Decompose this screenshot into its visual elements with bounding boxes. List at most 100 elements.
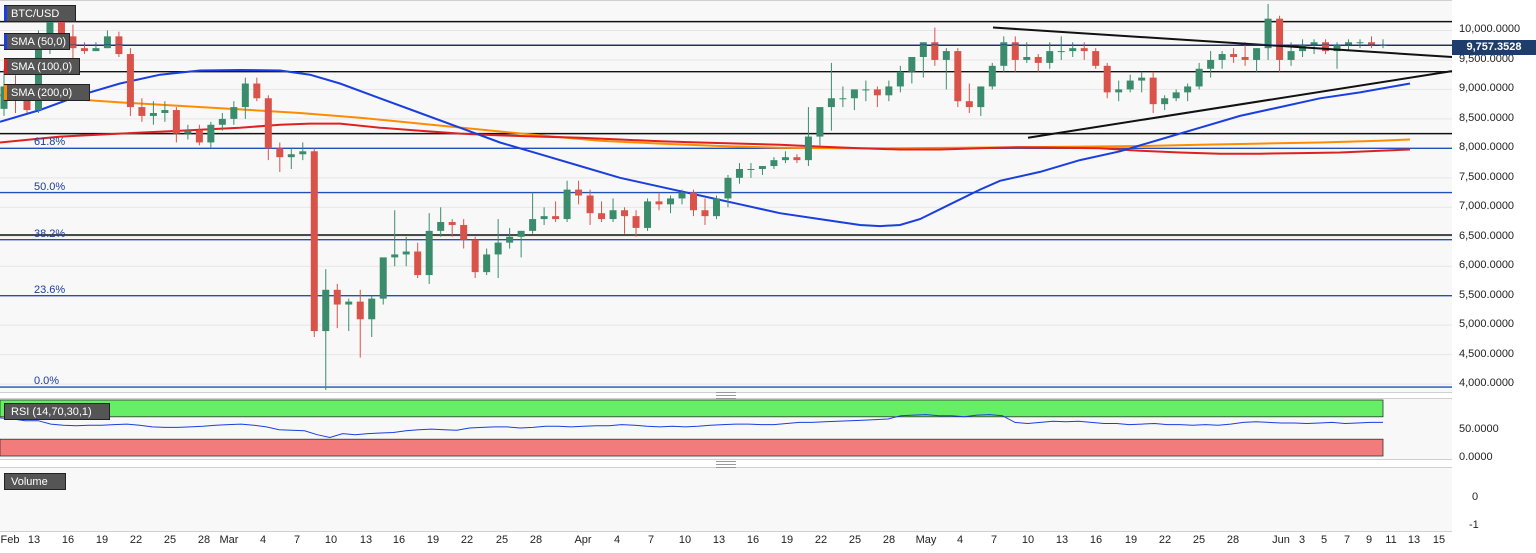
candle-body — [172, 110, 180, 134]
price-tick-label: 5,500.0000 — [1459, 288, 1515, 301]
candle-body — [644, 201, 652, 228]
price-tick-label: 6,500.0000 — [1459, 229, 1515, 242]
candle-body — [586, 195, 594, 214]
candle-body — [712, 198, 720, 217]
candle-body — [1368, 42, 1376, 46]
candle-body — [23, 95, 31, 111]
candle-body — [747, 168, 755, 170]
candle-body — [437, 222, 445, 231]
time-tick-label: 22 — [129, 534, 143, 546]
symbol-label[interactable]: BTC/USD — [4, 5, 76, 22]
time-tick-label: Jun — [1272, 534, 1290, 546]
time-tick-label: 25 — [495, 534, 509, 546]
candle-body — [1241, 56, 1249, 60]
time-tick-label: 28 — [882, 534, 896, 546]
candle-body — [908, 56, 916, 72]
candle-body — [965, 101, 973, 108]
candle-body — [241, 83, 249, 108]
candle-body — [69, 36, 77, 49]
candle-body — [1115, 89, 1123, 93]
candle-body — [552, 216, 560, 220]
candle-body — [425, 230, 433, 276]
trendline — [992, 26, 1453, 58]
indicator-sma200[interactable]: SMA (200,0) — [4, 84, 90, 101]
candle-body — [873, 89, 881, 96]
time-tick-label: 13 — [712, 534, 726, 546]
time-tick-label: 25 — [1192, 534, 1206, 546]
candle-body — [724, 177, 732, 199]
sma50-line — [0, 68, 1411, 228]
sma50-label: SMA (50,0) — [11, 36, 67, 48]
candle-body — [471, 239, 479, 273]
candle-body — [483, 254, 491, 273]
candle-body — [310, 151, 318, 332]
candle-body — [598, 213, 606, 220]
time-tick-label: Apr — [574, 534, 592, 546]
candle-body — [46, 18, 54, 40]
candle-body — [345, 301, 353, 305]
candle-body — [138, 107, 146, 116]
time-tick-label: 28 — [529, 534, 543, 546]
time-tick-label: 19 — [426, 534, 440, 546]
candle-body — [850, 89, 858, 99]
sma100-label: SMA (100,0) — [11, 61, 73, 73]
price-tick-label: 6,000.0000 — [1459, 259, 1515, 272]
candle-body — [218, 118, 226, 125]
candle-body — [287, 154, 295, 158]
candle-body — [609, 210, 617, 220]
candle-body — [735, 168, 743, 178]
candle-body — [379, 257, 387, 299]
candle-body — [161, 110, 169, 113]
candle-body — [230, 107, 238, 119]
candle-body — [1195, 68, 1203, 87]
candle-body — [1092, 51, 1100, 66]
candle-body — [701, 210, 709, 217]
candle-body — [1264, 18, 1272, 49]
price-tick-label: 7,500.0000 — [1459, 170, 1515, 183]
time-tick-label: 15 — [1432, 534, 1446, 546]
candle-body — [540, 216, 548, 220]
time-tick-label: 25 — [163, 534, 177, 546]
time-tick-label: 28 — [1226, 534, 1240, 546]
indicator-rsi[interactable]: RSI (14,70,30,1) — [4, 403, 110, 420]
rsi-overbought-zone — [0, 399, 1384, 418]
candle-body — [391, 254, 399, 258]
fibonacci-label: 61.8% — [34, 136, 66, 149]
indicator-volume[interactable]: Volume — [4, 473, 66, 490]
candle-body — [977, 86, 985, 108]
candle-body — [827, 98, 835, 108]
fibonacci-label: 38.2% — [34, 227, 66, 240]
time-tick-label: 4 — [613, 534, 621, 546]
candle-body — [804, 136, 812, 161]
time-tick-label: 13 — [1055, 534, 1069, 546]
rsi-label: RSI (14,70,30,1) — [11, 406, 92, 418]
time-tick-label: 16 — [1089, 534, 1103, 546]
candle-body — [655, 201, 663, 205]
candle-body — [1322, 42, 1330, 52]
candle-body — [517, 230, 525, 237]
candle-body — [621, 210, 629, 217]
price-tick-label: 9,500.0000 — [1459, 52, 1515, 65]
time-tick-label: 19 — [1124, 534, 1138, 546]
time-tick-label: 5 — [1320, 534, 1328, 546]
pane-resize-handle-volume[interactable] — [716, 461, 736, 468]
candle-body — [1230, 54, 1238, 57]
candle-body — [793, 157, 801, 161]
price-tick-label: 5,000.0000 — [1459, 318, 1515, 331]
time-tick-label: 22 — [1158, 534, 1172, 546]
candle-body — [1184, 86, 1192, 93]
indicator-sma50[interactable]: SMA (50,0) — [4, 33, 70, 50]
candle-body — [448, 222, 456, 225]
candle-body — [322, 289, 330, 332]
price-tick-label: 8,500.0000 — [1459, 111, 1515, 124]
candle-body — [1379, 44, 1387, 46]
indicator-sma100[interactable]: SMA (100,0) — [4, 58, 80, 75]
candle-body — [1218, 54, 1226, 60]
candle-body — [1356, 42, 1364, 44]
candle-body — [896, 71, 904, 87]
candle-body — [1207, 59, 1215, 69]
pane-resize-handle-rsi[interactable] — [716, 392, 736, 399]
candle-body — [1138, 77, 1146, 81]
time-tick-label: Feb — [0, 534, 20, 546]
